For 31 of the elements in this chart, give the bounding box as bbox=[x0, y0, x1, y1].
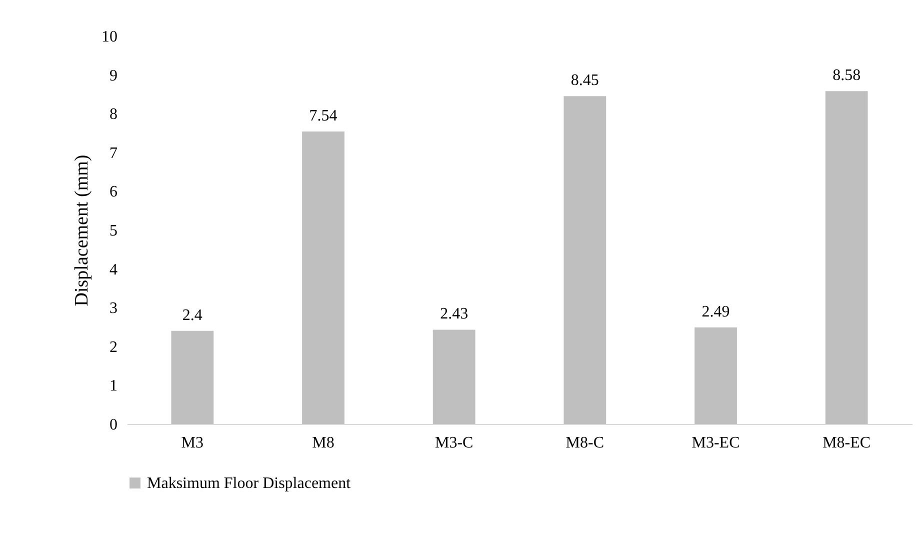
bar bbox=[694, 327, 737, 424]
y-tick-label: 4 bbox=[110, 261, 118, 278]
x-tick-label: M8 bbox=[312, 434, 334, 452]
data-label: 7.54 bbox=[309, 107, 338, 124]
x-tick-label: M3-EC bbox=[692, 434, 740, 452]
x-tick-label: M8-C bbox=[566, 434, 604, 452]
bar bbox=[564, 96, 606, 424]
data-label: 2.4 bbox=[182, 306, 202, 324]
data-label: 2.43 bbox=[440, 306, 468, 323]
y-tick-label: 2 bbox=[110, 338, 118, 356]
x-tick-label: M8-EC bbox=[822, 434, 871, 452]
bar bbox=[302, 131, 344, 424]
y-tick-label: 3 bbox=[110, 300, 118, 318]
y-tick-label: 10 bbox=[102, 28, 118, 46]
y-tick-label: 5 bbox=[110, 222, 118, 240]
y-tick-label: 1 bbox=[110, 378, 118, 395]
x-tick-label: M3 bbox=[181, 434, 204, 452]
y-tick-label: 9 bbox=[110, 67, 118, 84]
data-label: 8.45 bbox=[570, 72, 599, 90]
bar bbox=[171, 330, 214, 424]
data-label: 8.58 bbox=[832, 67, 861, 84]
y-tick-label: 6 bbox=[110, 184, 118, 201]
bar bbox=[432, 330, 476, 424]
y-tick-label: 0 bbox=[110, 416, 118, 434]
y-axis-title: Displacement (mm) bbox=[72, 154, 92, 306]
y-tick-label: 8 bbox=[110, 106, 118, 124]
y-tick-label: 7 bbox=[110, 144, 118, 162]
bar bbox=[825, 91, 868, 424]
data-label: 2.49 bbox=[702, 303, 730, 320]
legend-label: Maksimum Floor Displacement bbox=[147, 475, 352, 492]
x-tick-label: M3-C bbox=[434, 434, 474, 452]
